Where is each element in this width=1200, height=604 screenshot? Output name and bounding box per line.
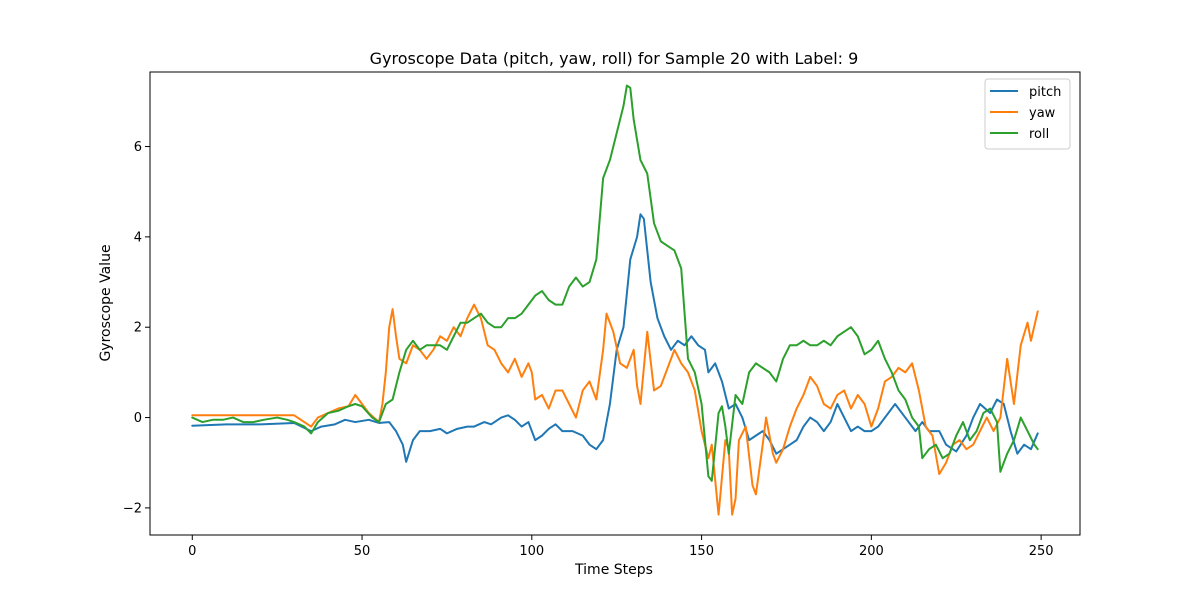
legend: pitch yaw roll bbox=[984, 78, 1071, 150]
legend-box bbox=[984, 78, 1071, 150]
axes-frame bbox=[149, 71, 1081, 536]
x-tick-label: 100 bbox=[519, 544, 544, 559]
y-axis-label: Gyroscope Value bbox=[98, 244, 114, 361]
x-tick-label: 50 bbox=[354, 544, 371, 559]
y-tick-label: 2 bbox=[134, 321, 142, 336]
x-axis-label: Time Steps bbox=[574, 562, 653, 578]
chart-title: Gyroscope Data (pitch, yaw, roll) for Sa… bbox=[370, 49, 859, 68]
series-line-yaw bbox=[191, 303, 1039, 516]
series-line-pitch bbox=[191, 213, 1039, 463]
x-tick-label: 250 bbox=[1029, 544, 1054, 559]
series-line-roll bbox=[191, 84, 1039, 482]
x-tick-label: 200 bbox=[859, 544, 884, 559]
x-tick-label: 150 bbox=[689, 544, 714, 559]
y-tick-label: −2 bbox=[123, 501, 142, 516]
y-tick-label: 6 bbox=[134, 140, 142, 155]
legend-label-roll: roll bbox=[1029, 127, 1049, 142]
legend-label-yaw: yaw bbox=[1029, 106, 1056, 121]
x-tick-label: 0 bbox=[188, 544, 196, 559]
y-tick-label: 4 bbox=[134, 230, 142, 245]
legend-label-pitch: pitch bbox=[1029, 85, 1061, 100]
y-tick-label: 0 bbox=[134, 411, 142, 426]
